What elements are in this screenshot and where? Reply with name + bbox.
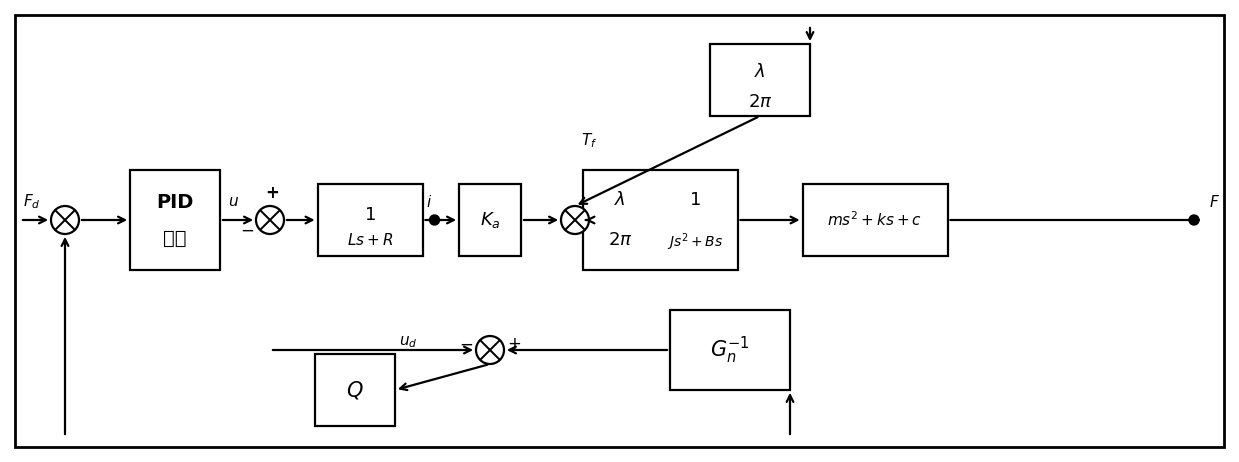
Bar [315,354,395,426]
Bar [803,184,948,256]
Text: $u$: $u$ [228,195,239,209]
Text: $K_a$: $K_a$ [479,210,501,230]
Text: $T_f$: $T_f$ [581,131,597,150]
Text: $u_d$: $u_d$ [399,334,418,350]
Text: PID: PID [156,193,193,212]
Text: $+$: $+$ [507,335,522,353]
Text: $2\pi$: $2\pi$ [747,93,772,111]
Text: $1$: $1$ [689,191,701,209]
Circle shape [256,206,284,234]
Circle shape [476,336,504,364]
Bar [317,184,422,256]
Text: 控制: 控制 [164,229,187,248]
Text: $-$: $-$ [240,221,254,239]
Text: $1$: $1$ [364,206,375,224]
Text: $F$: $F$ [1209,194,1220,210]
Text: $G_n^{-1}$: $G_n^{-1}$ [710,334,750,365]
Text: $ms^2+ks+c$: $ms^2+ks+c$ [828,211,923,229]
Text: $-$: $-$ [458,335,473,353]
Text: +: + [265,184,279,202]
Text: $i$: $i$ [425,194,431,210]
Text: $\lambda$: $\lambda$ [615,191,626,209]
Circle shape [561,206,589,234]
Bar [458,184,522,256]
Circle shape [1189,215,1199,225]
Bar [670,310,790,390]
Text: $F_d$: $F_d$ [24,193,41,211]
Bar [710,44,810,116]
Text: $Q$: $Q$ [346,379,364,401]
Bar [130,170,221,270]
Bar [582,170,737,270]
Text: $2\pi$: $2\pi$ [608,231,632,249]
Text: $Js^2+Bs$: $Js^2+Bs$ [667,231,724,253]
Circle shape [430,215,440,225]
Text: $\lambda$: $\lambda$ [755,63,766,81]
Text: $Ls+R$: $Ls+R$ [347,232,393,248]
Circle shape [51,206,79,234]
